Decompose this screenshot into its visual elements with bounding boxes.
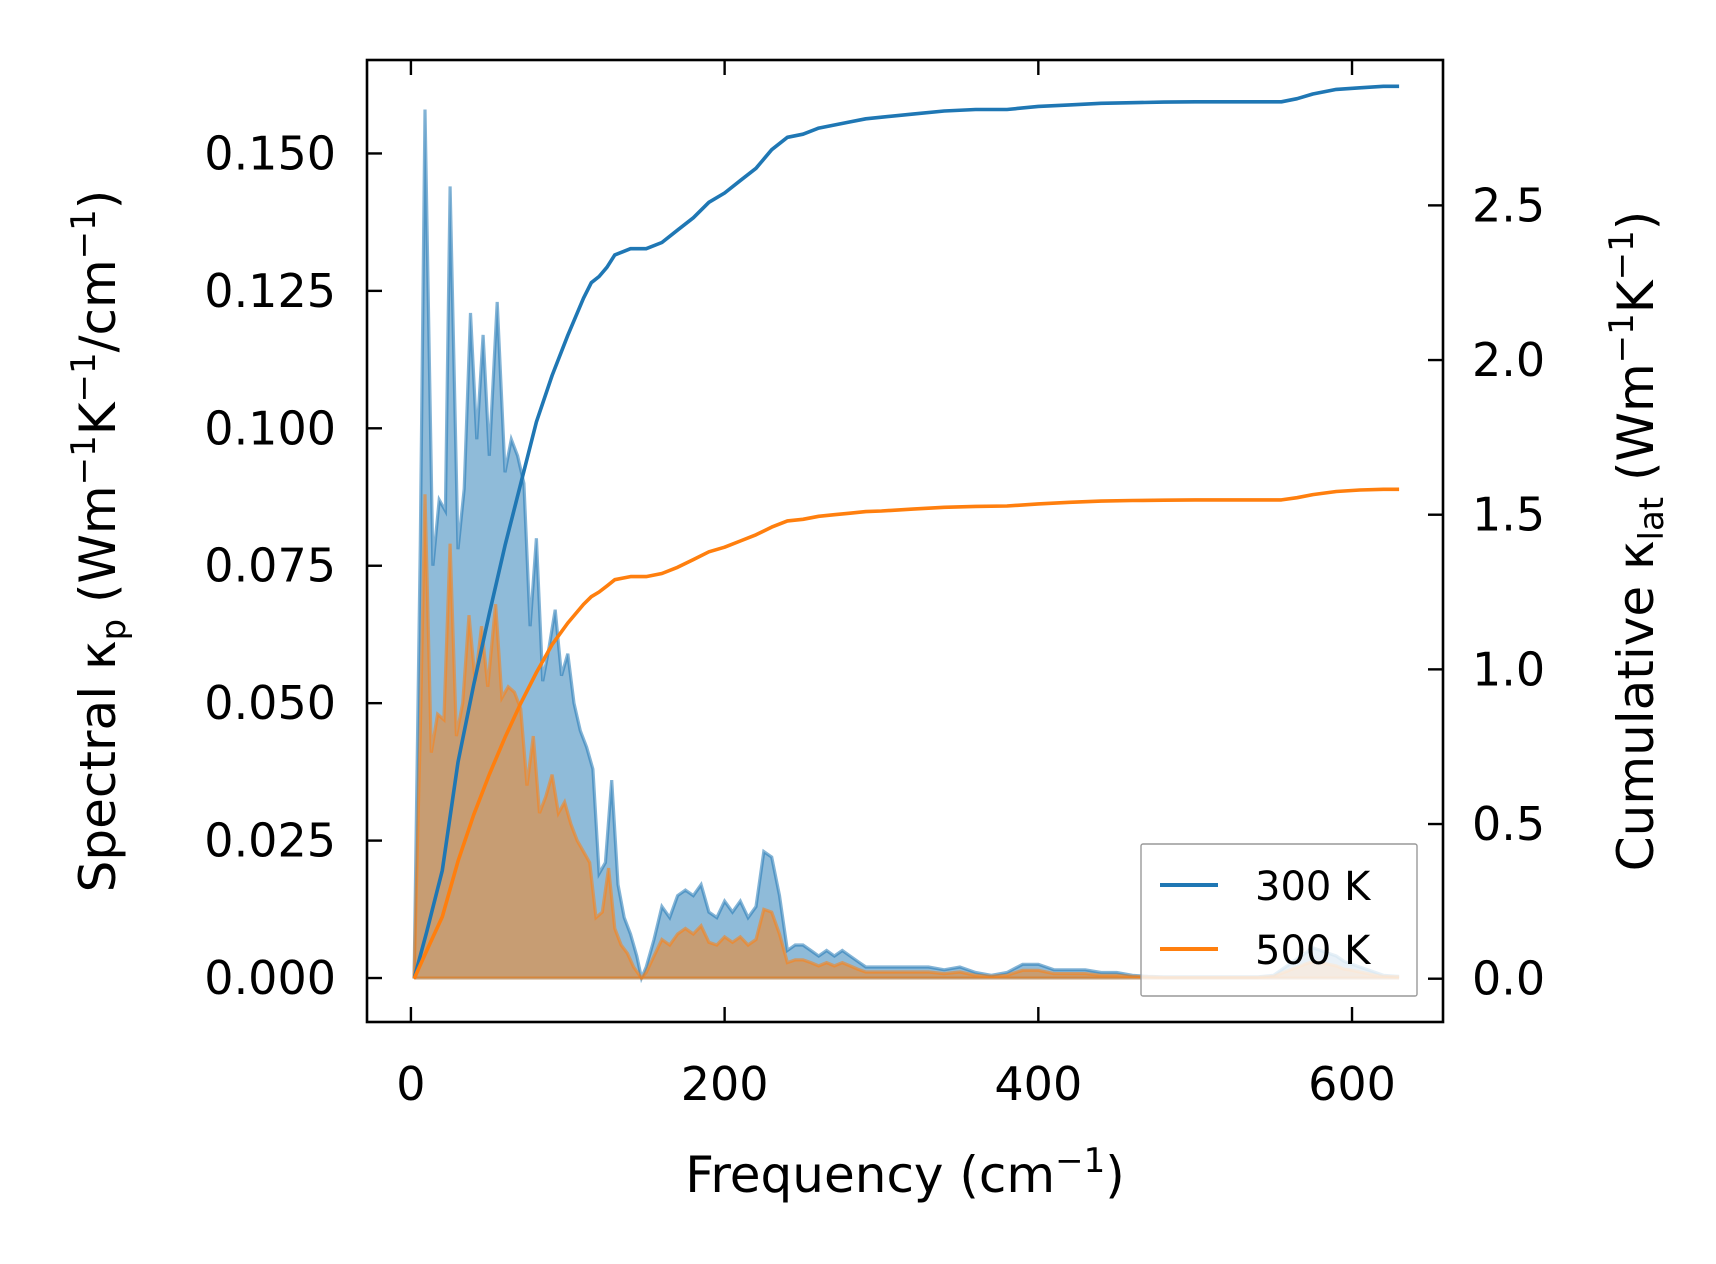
x-axis-label-end: ) bbox=[1105, 1146, 1125, 1204]
y-left-tick-label: 0.050 bbox=[204, 676, 336, 730]
x-tick-label: 200 bbox=[681, 1057, 769, 1111]
y-left-axis-label: Spectral κp (Wm−1K−1/cm−1) bbox=[64, 190, 134, 893]
axis-ticks bbox=[367, 60, 1443, 1022]
x-axis-label-sup: −1 bbox=[1055, 1141, 1105, 1181]
y-left-label-main: Spectral κ bbox=[69, 641, 127, 893]
legend-label-300k: 300 K bbox=[1255, 864, 1372, 910]
y-left-tick-label: 0.100 bbox=[204, 401, 336, 455]
y-left-tick-label: 0.075 bbox=[204, 539, 336, 593]
x-axis-label: Frequency (cm−1) bbox=[685, 1141, 1125, 1204]
y-left-label-open: (Wm bbox=[69, 485, 127, 619]
cumulative-line-300k bbox=[412, 84, 1400, 980]
y-right-tick-label: 2.5 bbox=[1472, 178, 1545, 232]
legend-label-500k: 500 K bbox=[1255, 928, 1372, 974]
y-left-label-close: ) bbox=[69, 190, 127, 210]
y-right-label-close: ) bbox=[1607, 211, 1665, 231]
y-left-label-sub: p bbox=[94, 619, 134, 641]
x-tick-label: 400 bbox=[994, 1057, 1082, 1111]
y-right-label-mid: K bbox=[1607, 279, 1665, 313]
spectral-area-500k bbox=[414, 494, 1400, 978]
y-left-tick-label: 0.125 bbox=[204, 264, 336, 318]
y-left-label-sup1: −1 bbox=[64, 435, 104, 485]
y-right-label-sup2: −1 bbox=[1602, 230, 1642, 280]
legend-frame bbox=[1140, 843, 1418, 997]
y-right-tick-label: 0.0 bbox=[1472, 952, 1545, 1006]
axis-tick-labels: 0 200 400 600 0.000 0.025 0.050 0.075 0.100 0.125… bbox=[204, 126, 1545, 1111]
y-right-axis-label: Cumulative κlat (Wm−1K−1) bbox=[1602, 211, 1672, 871]
y-left-tick-label: 0.000 bbox=[204, 951, 336, 1005]
y-right-label-sup1: −1 bbox=[1602, 313, 1642, 363]
y-left-label-sup2: −1 bbox=[64, 352, 104, 402]
x-tick-label: 600 bbox=[1308, 1057, 1396, 1111]
y-right-tick-label: 2.0 bbox=[1472, 333, 1545, 387]
legend: 300 K 500 K bbox=[1140, 843, 1418, 997]
y-right-tick-label: 1.5 bbox=[1472, 488, 1545, 542]
y-right-tick-label: 0.5 bbox=[1472, 797, 1545, 851]
x-tick-label: 0 bbox=[396, 1057, 425, 1111]
y-left-tick-label: 0.150 bbox=[204, 126, 336, 180]
y-right-label-open: (Wm bbox=[1607, 363, 1665, 497]
y-left-label-sup3: −1 bbox=[64, 209, 104, 259]
y-left-label-mid: K bbox=[69, 401, 127, 435]
y-right-label-sub: lat bbox=[1632, 497, 1672, 541]
x-axis-label-main: Frequency (cm bbox=[685, 1146, 1055, 1204]
cumulative-line-500k bbox=[412, 487, 1400, 980]
cumulative-line-layer bbox=[412, 84, 1400, 980]
y-left-tick-label: 0.025 bbox=[204, 814, 336, 868]
y-left-label-slash: /cm bbox=[69, 259, 127, 352]
plot-frame bbox=[365, 58, 1445, 1024]
y-right-tick-label: 1.0 bbox=[1472, 642, 1545, 696]
y-right-label-main: Cumulative κ bbox=[1607, 540, 1665, 871]
